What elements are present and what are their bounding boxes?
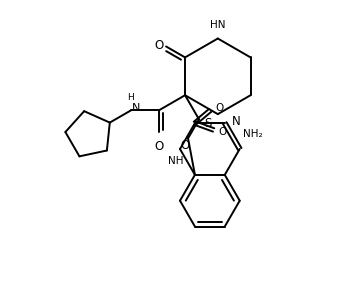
- Text: S: S: [204, 117, 211, 130]
- Text: O: O: [219, 127, 227, 137]
- Text: N: N: [132, 103, 140, 113]
- Text: NH₂: NH₂: [243, 129, 262, 139]
- Text: NH: NH: [168, 156, 184, 166]
- Text: HN: HN: [210, 20, 225, 30]
- Text: N: N: [232, 115, 241, 128]
- Text: O: O: [215, 103, 223, 113]
- Text: O: O: [155, 140, 164, 153]
- Text: H: H: [127, 93, 134, 102]
- Text: O: O: [154, 39, 164, 52]
- Text: O: O: [181, 139, 190, 152]
